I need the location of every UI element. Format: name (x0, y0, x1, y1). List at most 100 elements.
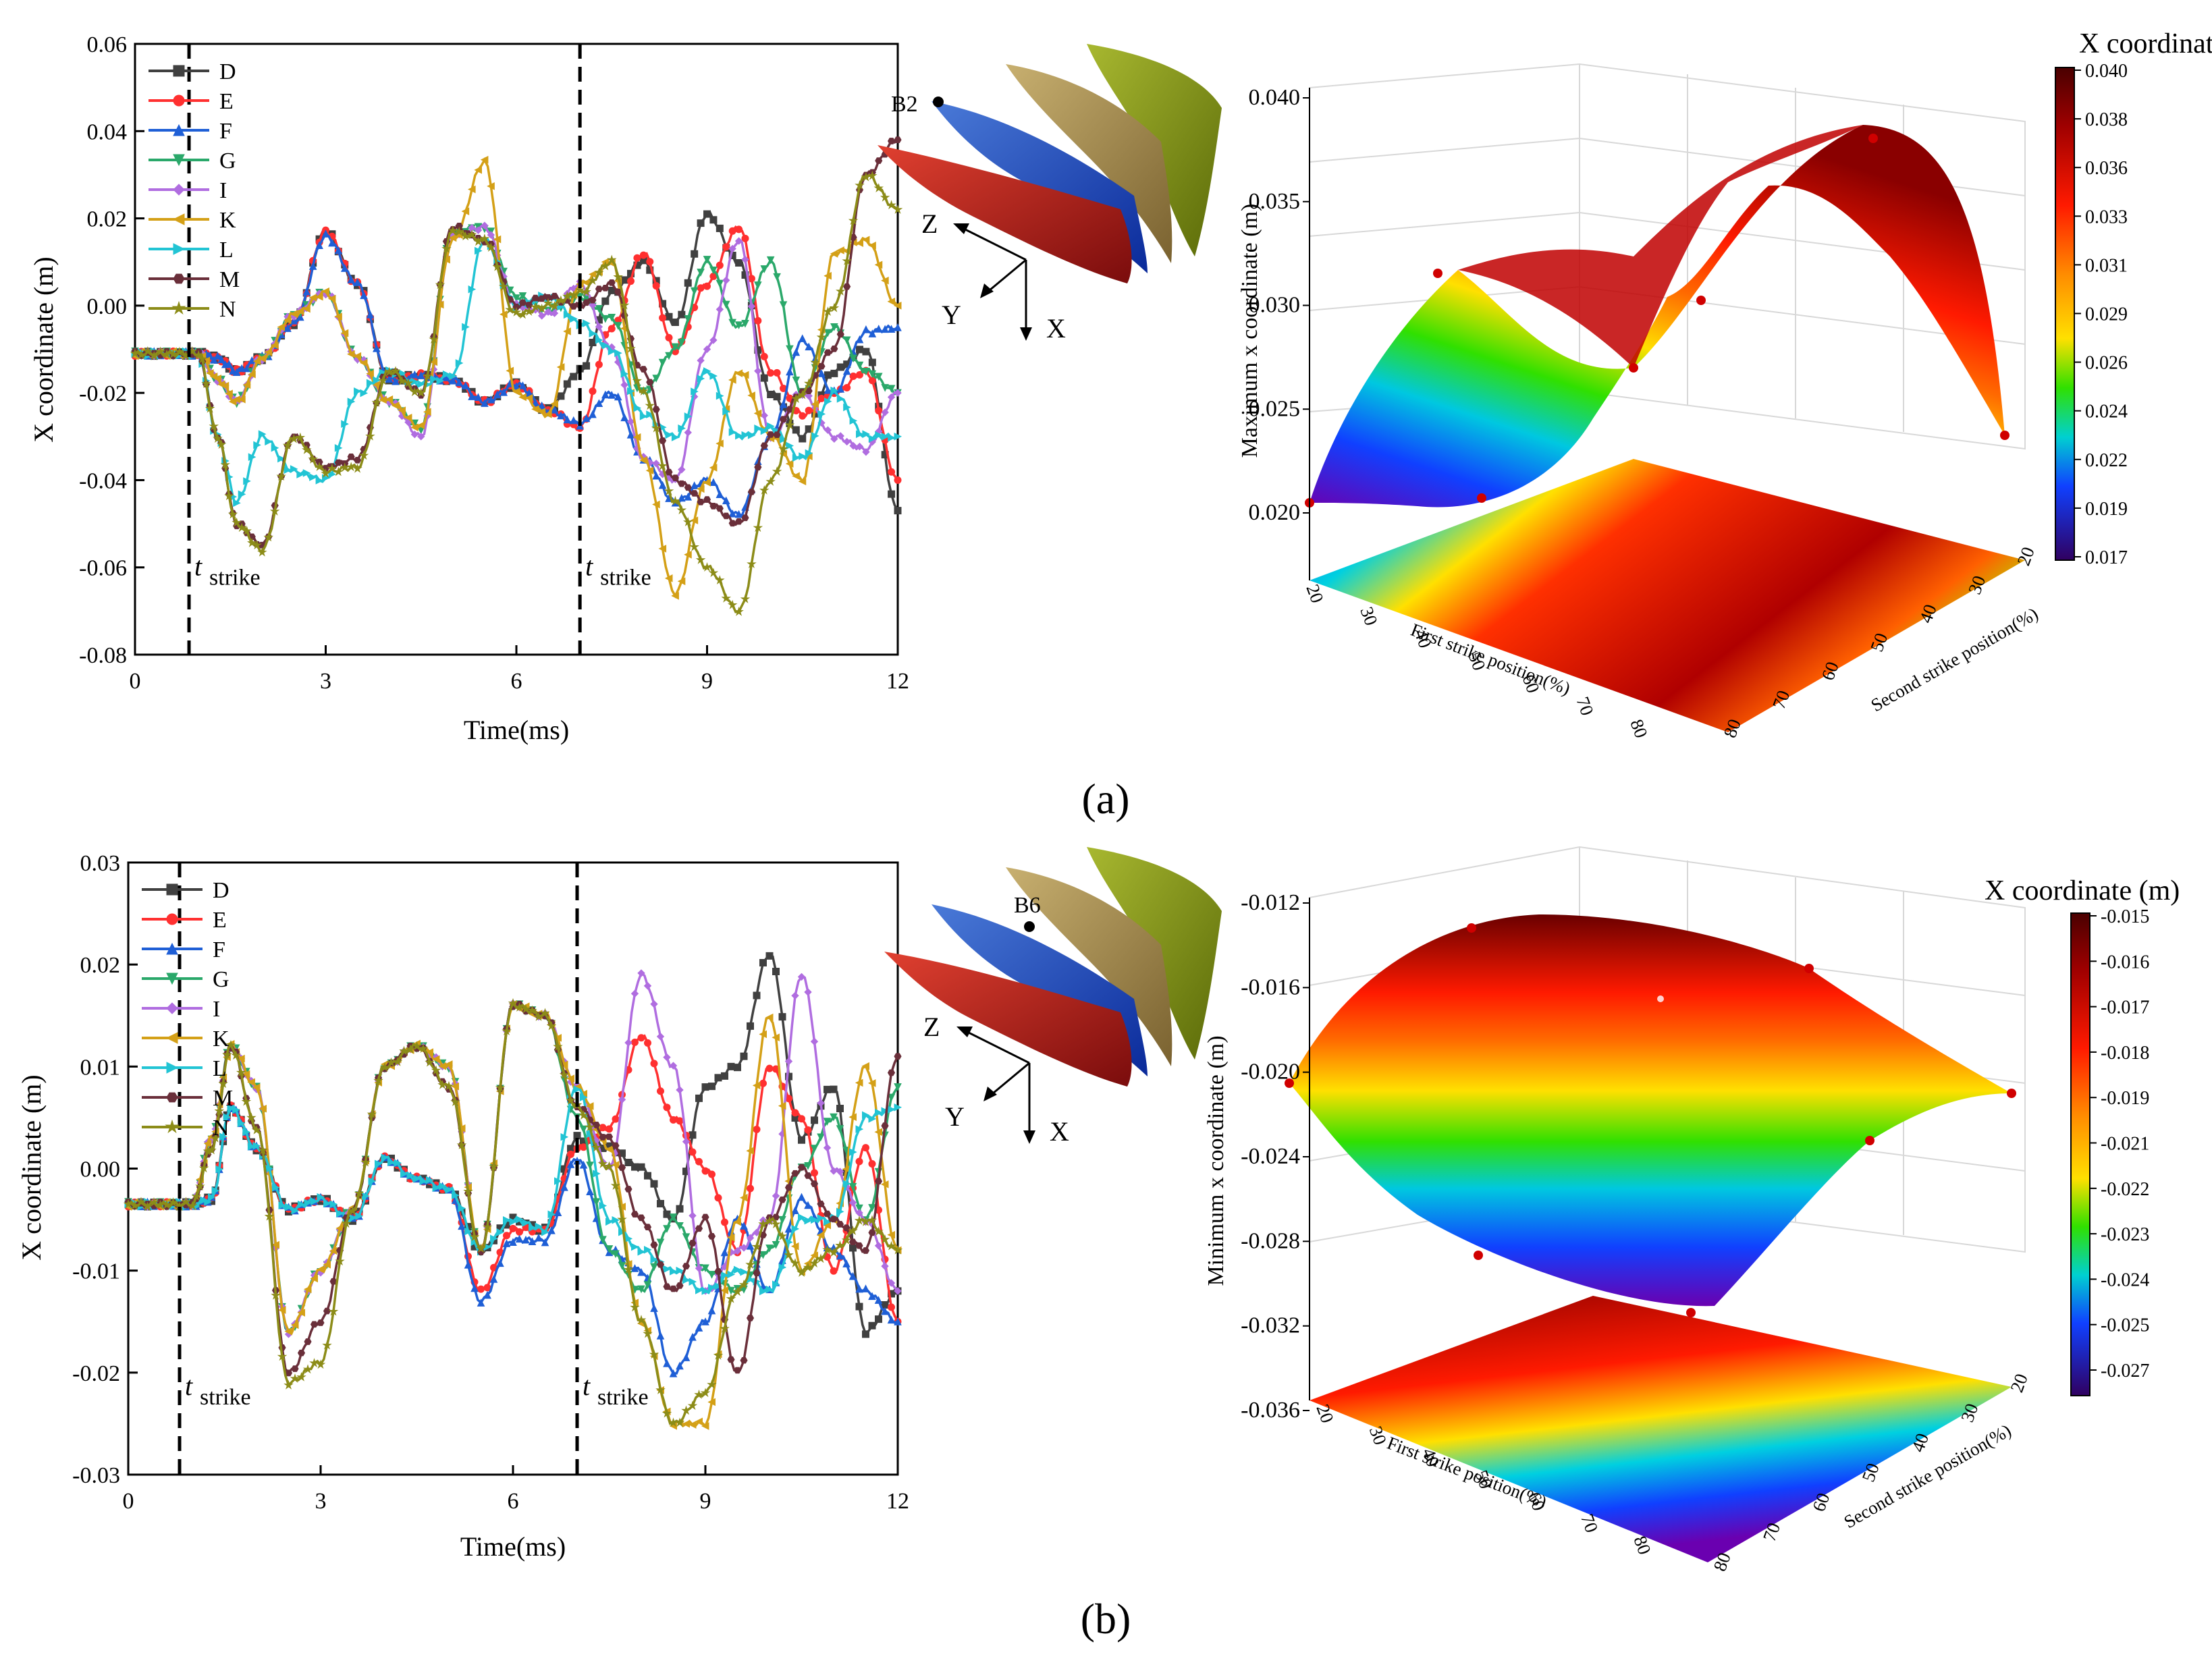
b-series-F-point (560, 1183, 568, 1191)
b-series-F-point (496, 1259, 504, 1267)
a-series-F-point (595, 399, 603, 408)
a-series-I-point (550, 309, 559, 317)
a-series-K-point (248, 370, 256, 379)
b-series-L-point (426, 1176, 434, 1184)
b-x-tick-label: 12 (886, 1489, 909, 1514)
b-series-M-point (630, 1211, 639, 1217)
b-series-M-point (612, 1142, 620, 1149)
b-series-N-point (873, 1226, 884, 1236)
a-series-G-point (671, 343, 680, 352)
a-series-F-point (366, 310, 375, 319)
b-series-M-point (643, 1224, 652, 1231)
a-series-N-point (257, 547, 267, 557)
a-series-M-point (354, 456, 362, 464)
a-series-L-point (754, 424, 762, 433)
b-series-M-point (772, 1213, 780, 1221)
a-series-N-point (556, 295, 566, 305)
a-series-G-point (684, 314, 693, 323)
b-series-N-point (476, 1243, 486, 1253)
a-series-I-point (830, 435, 838, 443)
b-series-F-point (483, 1290, 491, 1299)
a-series-I-point (487, 231, 495, 239)
a-series-F-point (626, 431, 635, 439)
a-series-G-point (754, 281, 762, 290)
b-series-E-point (670, 1116, 678, 1124)
a-series-M-point (754, 464, 762, 471)
a-series-D-point (684, 279, 692, 287)
b-series-N-point (309, 1358, 319, 1367)
a-series-N-point (454, 226, 464, 236)
b-series-L-point (798, 1213, 806, 1222)
b-series-N-point (207, 1145, 217, 1155)
a-series-D-point (589, 338, 597, 346)
b-series-F-point (740, 1222, 748, 1230)
b-series-M-point (836, 1221, 844, 1228)
b-series-D-point (650, 1180, 658, 1188)
b-series-E-point (637, 1034, 645, 1042)
a-series-L-point (875, 431, 883, 439)
b-series-L-point (778, 1263, 787, 1271)
b-series-N-point (790, 1258, 801, 1268)
a-series-L-point (805, 449, 813, 458)
b-series-L-point (804, 1216, 813, 1225)
b-series-N-point (142, 1201, 153, 1211)
b-series-I-point (624, 1039, 632, 1047)
b-series-N-point (815, 1253, 826, 1263)
a-series-K-point (836, 246, 844, 254)
a-series-K-point (334, 312, 342, 321)
b-series-E-point (695, 1157, 703, 1166)
a-series-E-point (894, 476, 902, 484)
b-series-N-point (222, 1049, 232, 1060)
b-series-M-point (329, 1278, 338, 1285)
a-series-F-point (855, 335, 864, 344)
a-blade-red (878, 145, 1132, 283)
b-series-N-point (354, 1188, 365, 1198)
b-series-F-point (509, 1238, 517, 1246)
a-series-E-point (728, 227, 736, 235)
b-series-E-point (888, 1303, 896, 1311)
b-series-N-point (241, 1096, 252, 1106)
a-series-F-point (308, 262, 317, 270)
b-series-K-point (310, 1274, 318, 1283)
b-series-F-point (868, 1292, 876, 1301)
b-series-N-point (443, 1080, 454, 1091)
a-series-L-point (238, 490, 246, 499)
a-series-I-point (734, 237, 743, 245)
b-series-L-point (644, 1246, 652, 1254)
a-series-N-point (702, 562, 712, 572)
a-y-tick-label: -0.02 (79, 381, 127, 406)
b-series-N-point (597, 1158, 608, 1168)
b-series-E-point (663, 1103, 671, 1112)
a-series-D-point (830, 369, 838, 377)
a-series-I-point (684, 429, 692, 437)
b-series-G-point (759, 1251, 767, 1259)
a-series-L-point (373, 376, 381, 385)
b-series-G-point (836, 1125, 844, 1133)
a-series-I-point (595, 323, 603, 331)
a-series-L-point (284, 466, 292, 474)
b-series-N-point (610, 1180, 621, 1190)
b-series-N-point (284, 1379, 294, 1390)
a-legend-marker-M (173, 273, 185, 284)
a-series-K-point (296, 307, 304, 316)
a-series-I-point (626, 418, 635, 426)
a-series-M-point (512, 303, 520, 310)
a-series-K-point (442, 255, 450, 264)
b-series-L-point (765, 1285, 774, 1294)
b-series-N-point (771, 1219, 781, 1229)
a-legend-marker-I (173, 184, 185, 196)
b-series-L-point (721, 1271, 729, 1280)
a-series-K-point (308, 294, 317, 302)
b-series-D-point (855, 1303, 863, 1311)
b-legend-marker-K (165, 1032, 178, 1044)
a-z-axis-label: Maximum x coordinate (m) (1237, 204, 1262, 458)
a-series-N-point (639, 386, 649, 395)
b-series-E-point (791, 1109, 799, 1117)
b-series-G-point (772, 1240, 780, 1249)
b-series-F-point (663, 1359, 671, 1367)
b-series-L-point (740, 1267, 749, 1276)
b-series-N-point (797, 1267, 807, 1277)
b-series-N-point (187, 1200, 198, 1210)
b-data-points (1285, 923, 2016, 1317)
a-series-G-point (678, 338, 686, 347)
